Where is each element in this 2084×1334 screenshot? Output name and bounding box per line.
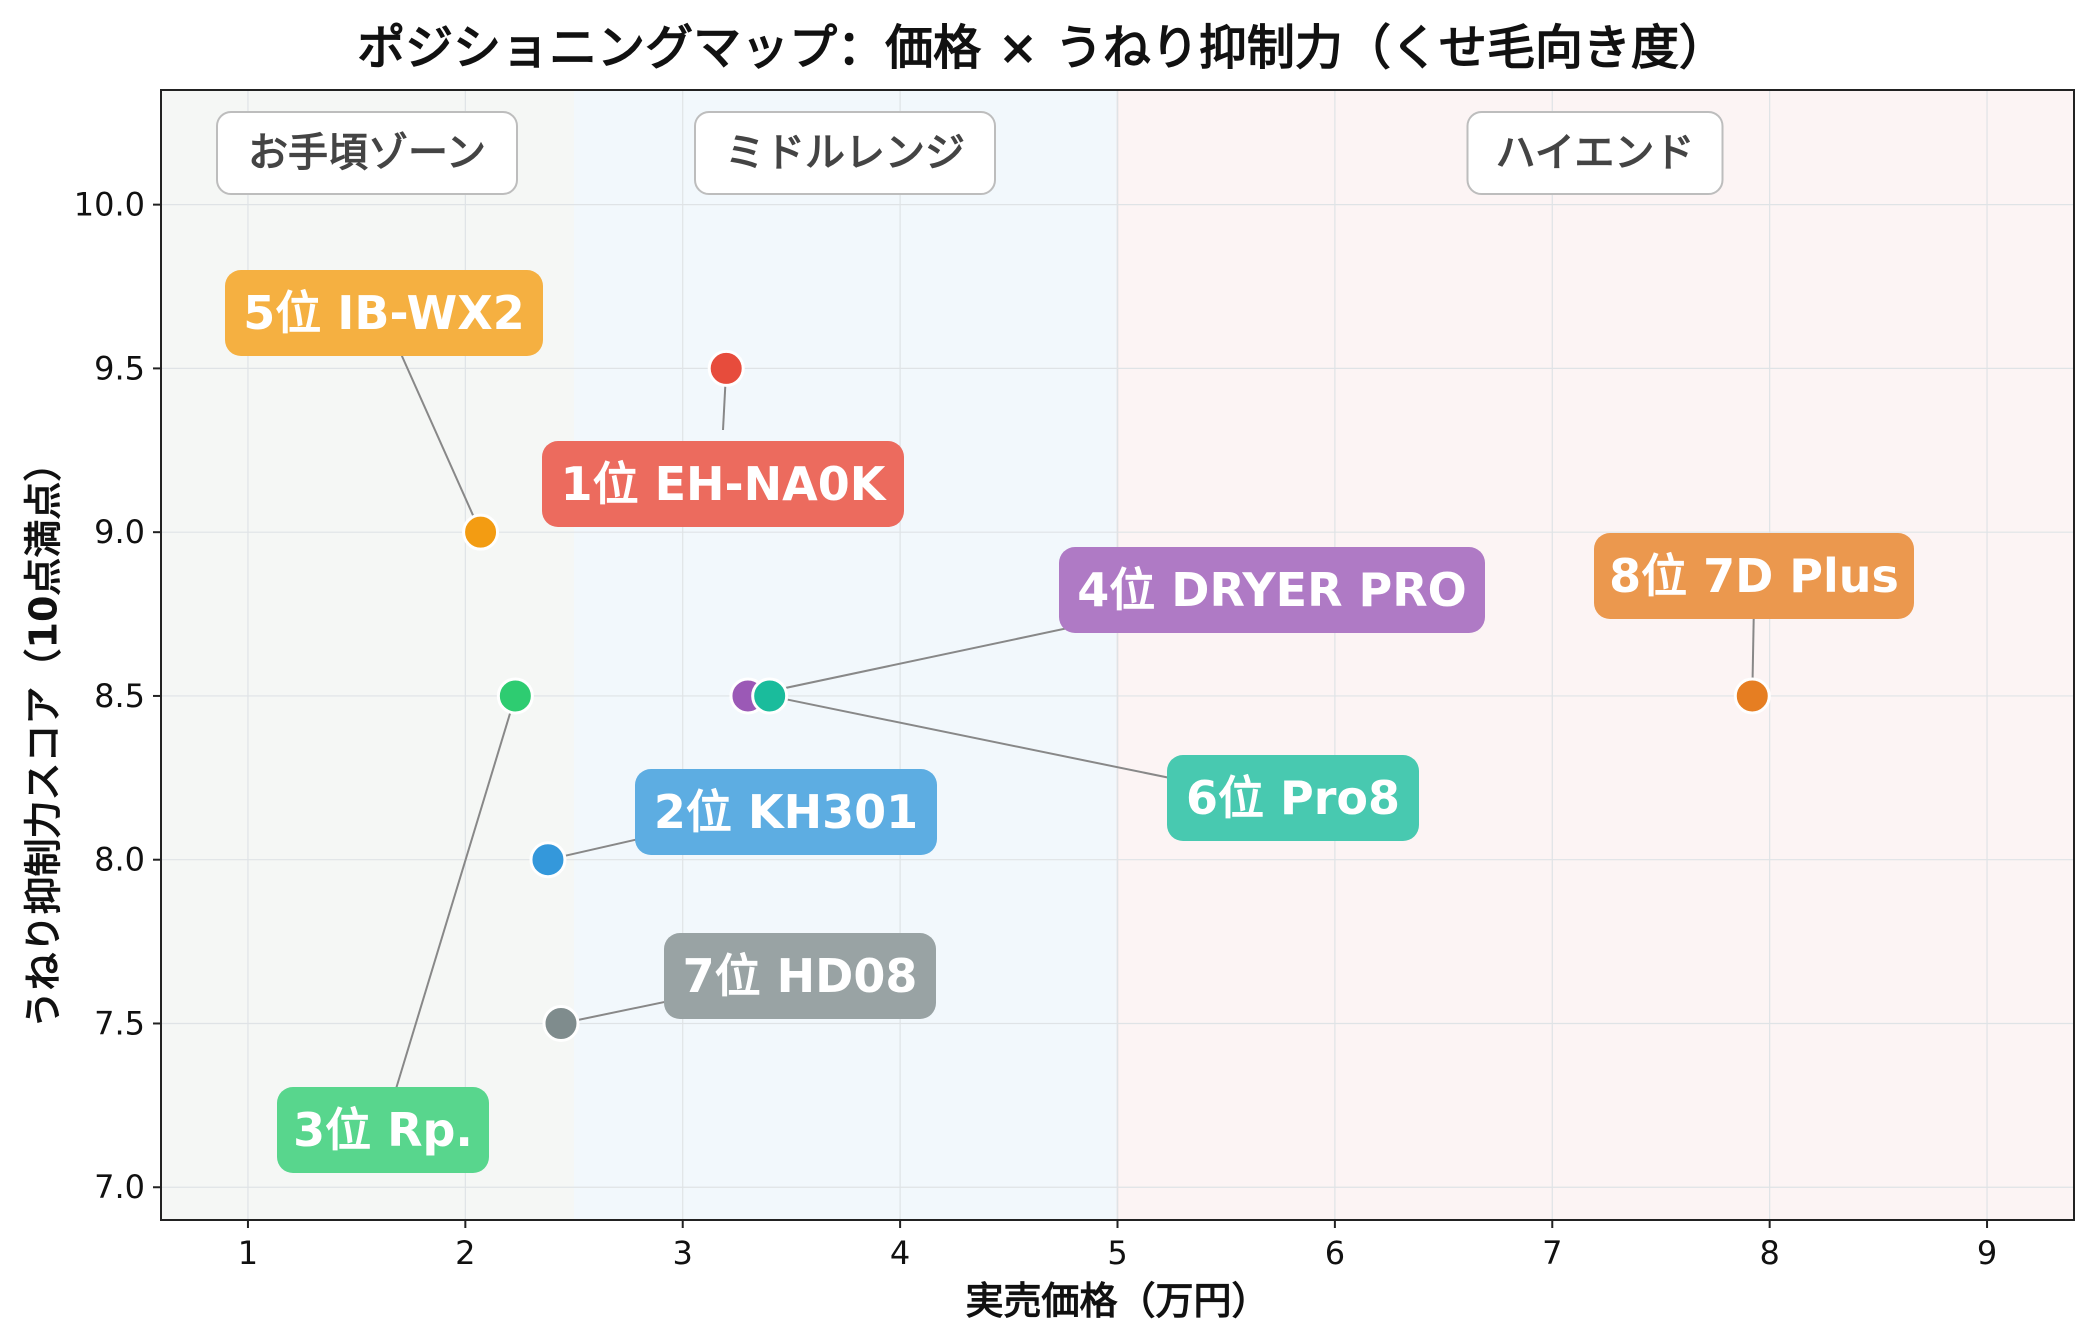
- point-label: 4位 DRYER PRO: [1077, 563, 1467, 617]
- point-label-box: [635, 769, 937, 855]
- zone-labels-layer: お手頃ゾーン ミドルレンジ ハイエンド: [216, 111, 1724, 195]
- point-label: 1位 EH-NA0K: [561, 457, 888, 511]
- x-tick-label: 2: [455, 1234, 475, 1272]
- point-label-box: [664, 933, 936, 1019]
- zone-label-box: [694, 111, 996, 195]
- chart-title: ポジショニングマップ：価格 × うねり抑制力（くせ毛向き度）: [357, 20, 1727, 76]
- point-label-box: [542, 441, 904, 527]
- zone-band-3: [1117, 90, 2074, 1220]
- data-point: [1733, 677, 1771, 715]
- point-label: 8位 7D Plus: [1609, 549, 1899, 603]
- data-point: [707, 349, 745, 387]
- data-point: [462, 513, 500, 551]
- y-tick-label: 9.0: [94, 513, 145, 551]
- point-label-box: [1059, 547, 1485, 633]
- x-tick-label: 7: [1542, 1234, 1562, 1272]
- point-label: 2位 KH301: [654, 785, 918, 839]
- zone-label: ミドルレンジ: [725, 130, 965, 176]
- zone-label-box: [216, 111, 518, 195]
- x-tick-label: 3: [673, 1234, 693, 1272]
- point-label: 7位 HD08: [683, 949, 918, 1003]
- x-tick-label: 1: [238, 1234, 258, 1272]
- y-tick-label: 8.0: [94, 841, 145, 879]
- data-point: [529, 841, 567, 879]
- x-tick-label: 4: [890, 1234, 910, 1272]
- ticks-layer: 1 2 3 4 5 6 7 8 9 7.0 7.5 8.0 8.5 9.0 9.5 10.0: [74, 186, 1997, 1272]
- leader-line: [391, 695, 517, 1103]
- x-axis-label: 実売価格（万円）: [965, 1279, 1270, 1323]
- point-label-box: [225, 270, 543, 356]
- x-tick-label: 5: [1107, 1234, 1127, 1272]
- point-label-box: [277, 1087, 489, 1173]
- y-tick-label: 10.0: [74, 186, 145, 224]
- point-label-box: [1167, 755, 1419, 841]
- x-tick-label: 6: [1325, 1234, 1345, 1272]
- data-point: [751, 677, 789, 715]
- zone-label: お手頃ゾーン: [248, 130, 486, 176]
- leader-line: [769, 694, 1181, 781]
- y-tick-label: 7.5: [94, 1004, 145, 1042]
- zone-band-2: [574, 90, 1118, 1220]
- x-tick-label: 8: [1759, 1234, 1779, 1272]
- zone-band-1: [161, 90, 575, 1220]
- point-label: 5位 IB-WX2: [243, 286, 524, 340]
- data-point: [542, 1004, 580, 1042]
- y-tick-label: 7.0: [94, 1168, 145, 1206]
- y-tick-label: 9.5: [94, 349, 145, 387]
- points-layer: [462, 349, 1771, 1042]
- point-label: 3位 Rp.: [293, 1103, 473, 1157]
- data-point: [496, 677, 534, 715]
- y-tick-label: 8.5: [94, 677, 145, 715]
- point-label: 6位 Pro8: [1186, 771, 1400, 825]
- zone-label: ハイエンド: [1496, 130, 1695, 176]
- x-tick-label: 9: [1977, 1234, 1997, 1272]
- leader-line: [392, 335, 482, 533]
- y-axis-label: うねり抑制力スコア（10点満点）: [21, 443, 66, 1029]
- labels-layer: 1位 EH-NA0K 2位 KH301 3位 Rp. 4位 DRYER PRO 5位 I…: [225, 270, 1914, 1173]
- point-label-box: [1594, 533, 1914, 619]
- zone-label-box: [1466, 111, 1724, 195]
